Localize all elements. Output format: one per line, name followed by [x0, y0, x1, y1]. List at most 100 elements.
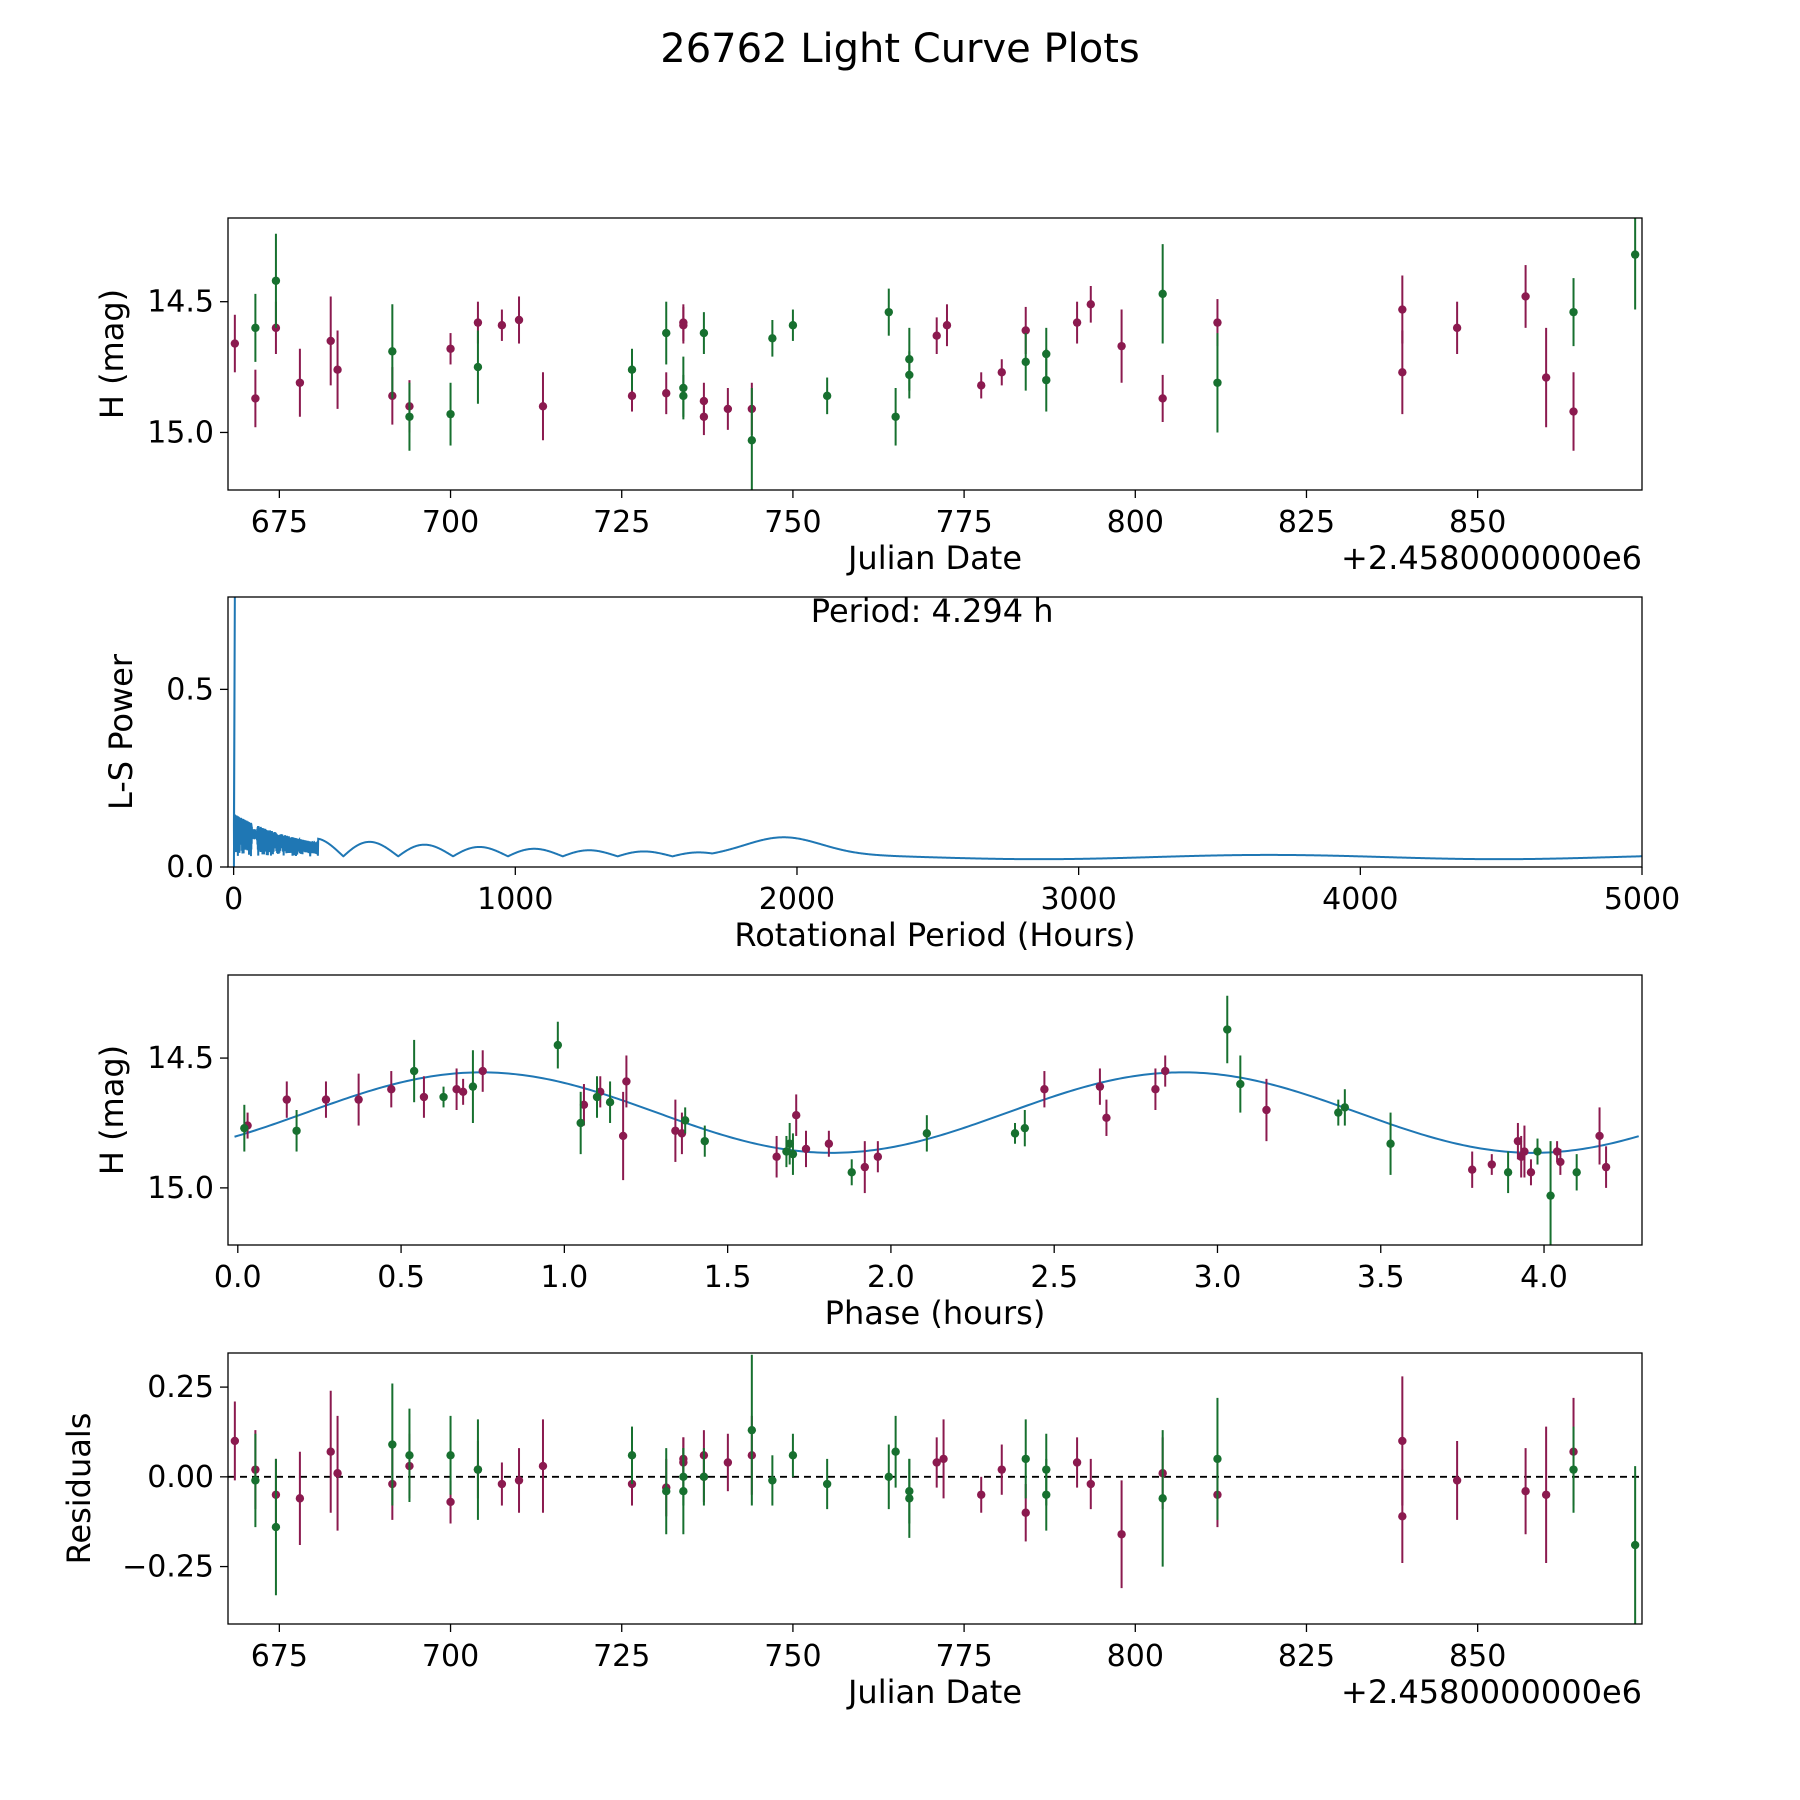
magenta-data-point — [419, 1092, 429, 1102]
green-data-point — [1630, 250, 1640, 259]
green-data-point — [1334, 1108, 1343, 1117]
magenta-data-point — [1086, 300, 1095, 309]
x-tick-label: 2.5 — [1030, 1260, 1078, 1295]
y-tick-label: 14.5 — [147, 1041, 214, 1076]
y-tick-label: 15.0 — [147, 415, 214, 450]
green-data-point — [473, 1465, 483, 1474]
magenta-data-point — [295, 1494, 305, 1503]
magenta-data-point — [1520, 1147, 1529, 1156]
magenta-data-point — [1158, 394, 1167, 403]
green-data-point — [1213, 1454, 1222, 1464]
green-data-point — [788, 1149, 798, 1159]
x-axis-label: Rotational Period (Hours) — [734, 916, 1135, 954]
magenta-data-point — [1072, 1458, 1082, 1467]
green-data-point — [747, 436, 757, 445]
magenta-data-point — [478, 1066, 487, 1076]
magenta-data-point — [1513, 1136, 1523, 1146]
y-tick-label: 0.0 — [166, 850, 214, 885]
green-data-point — [788, 1451, 798, 1460]
x-tick-label: 850 — [1449, 1639, 1506, 1674]
axes-frame — [227, 217, 1643, 491]
magenta-data-point — [1552, 1147, 1562, 1156]
magenta-data-point — [230, 1436, 240, 1446]
green-data-point — [627, 1451, 637, 1460]
x-tick-label: 700 — [422, 505, 479, 540]
green-data-point — [1021, 1454, 1030, 1464]
green-data-point — [240, 1123, 249, 1133]
green-data-point — [271, 276, 281, 285]
green-data-point — [662, 328, 671, 338]
green-data-point — [905, 355, 914, 364]
magenta-data-point — [627, 391, 637, 401]
magenta-data-point — [473, 318, 483, 327]
x-axis-label: Julian Date — [846, 1673, 1022, 1711]
magenta-data-point — [932, 1458, 941, 1467]
green-data-point — [409, 1066, 419, 1076]
green-data-point — [679, 1472, 688, 1482]
green-data-point — [884, 307, 893, 317]
y-axis-label: H (mag) — [93, 289, 131, 419]
green-data-point — [1158, 1494, 1167, 1503]
green-data-point — [251, 323, 260, 333]
magenta-data-point — [679, 321, 688, 330]
x-tick-label: 1.5 — [704, 1260, 752, 1295]
y-axis-label: H (mag) — [93, 1045, 131, 1175]
green-data-point — [1158, 289, 1167, 299]
magenta-data-point — [230, 339, 240, 348]
green-data-point — [922, 1129, 932, 1138]
x-tick-label: 800 — [1107, 505, 1164, 540]
residuals-points — [230, 1354, 1640, 1624]
green-data-point — [700, 1136, 709, 1146]
magenta-data-point — [1161, 1066, 1170, 1076]
magenta-data-point — [579, 1100, 589, 1110]
green-data-point — [446, 1451, 455, 1460]
lightcurve-panel: 675 700 725 750 775 800 825 850 15.0 14.5 Julian D… — [93, 217, 1643, 577]
magenta-data-point — [939, 1454, 948, 1464]
green-data-point — [251, 1476, 260, 1485]
y-axis-label: L-S Power — [102, 653, 140, 810]
y-tick-label: 0.00 — [147, 1460, 214, 1495]
residuals-panel: 675 700 725 750 775 800 825 850 0.25 0.00 −0.25 Jul… — [60, 1352, 1643, 1711]
x-tick-label: 725 — [593, 1639, 650, 1674]
x-tick-label: 775 — [935, 1639, 992, 1674]
magenta-data-point — [497, 1479, 507, 1489]
green-data-point — [1569, 1465, 1578, 1474]
magenta-data-point — [446, 1497, 455, 1507]
green-data-point — [292, 1126, 301, 1135]
green-data-point — [699, 1472, 709, 1482]
x-tick-label: 800 — [1107, 1639, 1164, 1674]
green-data-point — [1386, 1139, 1395, 1148]
magenta-data-point — [723, 1458, 733, 1467]
magenta-data-point — [824, 1139, 834, 1148]
green-data-point — [782, 1147, 791, 1156]
magenta-data-point — [1521, 292, 1530, 301]
green-data-point — [388, 347, 397, 356]
magenta-data-point — [326, 1447, 335, 1456]
x-tick-label: 750 — [764, 505, 821, 540]
phased-panel: 0.0 0.5 1.0 1.5 2.0 2.5 3.0 3.5 4.0 15.0 14.5 Phase… — [93, 974, 1643, 1332]
magenta-data-point — [333, 365, 342, 374]
x-tick-label: 675 — [251, 505, 308, 540]
magenta-data-point — [942, 321, 952, 330]
magenta-data-point — [1452, 1476, 1462, 1485]
green-data-point — [679, 391, 688, 401]
green-data-point — [1010, 1129, 1020, 1138]
x-tick-label: 4000 — [1322, 882, 1398, 917]
green-data-point — [905, 1494, 914, 1503]
magenta-data-point — [1541, 373, 1551, 382]
magenta-data-point — [1151, 1085, 1160, 1094]
green-data-point — [822, 1479, 832, 1489]
magenta-data-point — [1117, 1530, 1126, 1539]
green-data-point — [768, 1476, 777, 1485]
phased-points — [240, 995, 1611, 1245]
axes-frame — [227, 1352, 1643, 1625]
lightcurve-points — [230, 218, 1640, 490]
y-tick-label: 15.0 — [147, 1171, 214, 1206]
green-data-point — [747, 1425, 757, 1435]
green-data-point — [1630, 1540, 1640, 1550]
green-data-point — [271, 1522, 281, 1532]
x-tick-label: 850 — [1449, 505, 1506, 540]
magenta-data-point — [1086, 1479, 1095, 1489]
power-series-line — [232, 597, 1642, 867]
green-data-point — [446, 409, 455, 419]
